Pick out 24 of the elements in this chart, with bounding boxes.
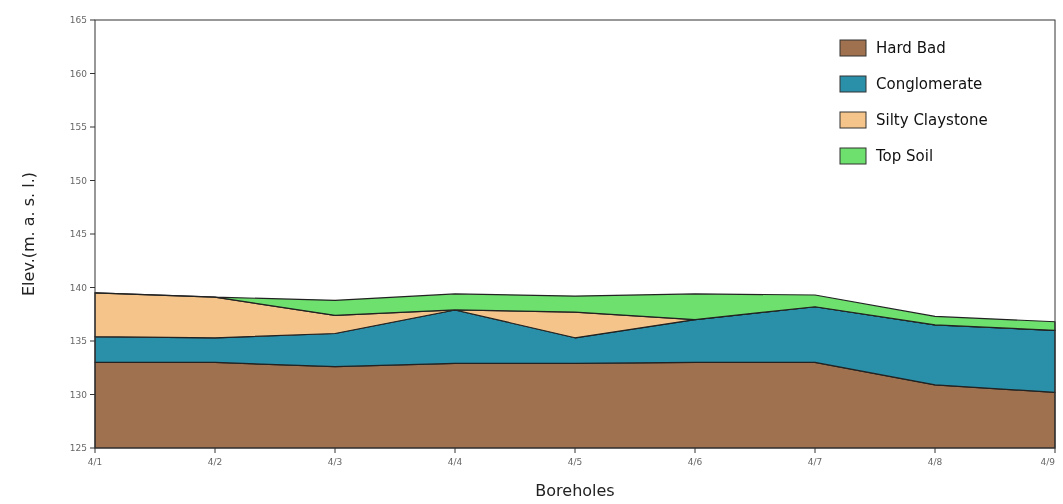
x-axis-title: Boreholes [535, 481, 615, 500]
y-tick-label: 155 [69, 122, 87, 133]
y-tick-label: 160 [69, 68, 88, 79]
x-tick-label: 4/8 [927, 457, 943, 467]
y-tick-label: 150 [69, 175, 88, 186]
x-tick-label: 4/1 [87, 457, 103, 467]
x-tick-label: 4/5 [567, 457, 583, 467]
y-axis-title: Elev.(m. a. s. l.) [19, 172, 38, 296]
x-tick-label: 4/2 [207, 457, 223, 467]
legend-label: Hard Bad [876, 39, 946, 58]
x-tick-label: 4/4 [447, 457, 463, 467]
legend-label: Top Soil [875, 147, 934, 166]
y-tick-label: 125 [69, 443, 87, 454]
x-tick-label: 4/6 [687, 457, 703, 467]
y-tick-label: 130 [69, 389, 88, 400]
x-tick-label: 4/9 [1040, 457, 1056, 467]
legend-label: Conglomerate [876, 75, 983, 94]
legend-label: Silty Claystone [876, 111, 988, 130]
y-tick-label: 140 [69, 282, 88, 293]
x-tick-label: 4/3 [327, 457, 343, 467]
x-tick-label: 4/7 [807, 457, 823, 467]
y-tick-label: 135 [69, 336, 87, 347]
y-tick-label: 145 [69, 229, 87, 240]
y-tick-label: 165 [69, 15, 87, 26]
